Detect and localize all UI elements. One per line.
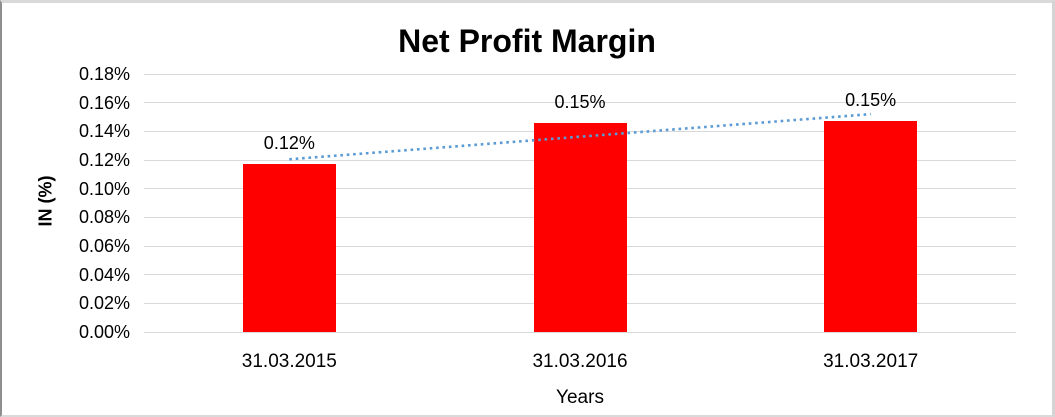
trendline — [289, 112, 871, 161]
plot-area — [144, 73, 1016, 333]
bar-value-label: 0.12% — [263, 133, 315, 154]
y-tick-label: 0.18% — [78, 64, 130, 84]
y-tick-label: 0.00% — [78, 322, 130, 342]
y-tick-label: 0.12% — [78, 150, 130, 170]
y-tick-label: 0.04% — [78, 264, 130, 285]
x-axis-title: Years — [556, 387, 604, 408]
y-tick-label: 0.02% — [78, 293, 130, 314]
y-tick-label: 0.08% — [78, 207, 130, 228]
bar-31.03.2015 — [242, 164, 336, 332]
x-tick-label: 31.03.2016 — [532, 351, 628, 372]
y-tick-label: 0.16% — [78, 92, 130, 113]
bar-value-label: 0.15% — [845, 90, 897, 111]
y-tick-label: 0.10% — [78, 178, 130, 199]
bar-value-label: 0.15% — [554, 91, 606, 112]
chart-title: Net Profit Margin — [398, 23, 656, 59]
y-tick-label: 0.14% — [78, 121, 130, 142]
gridline — [144, 331, 1016, 333]
x-tick-label: 31.03.2015 — [241, 351, 337, 372]
bar-31.03.2016 — [533, 122, 627, 332]
bar-31.03.2017 — [824, 121, 918, 332]
gridline — [144, 73, 1016, 75]
y-tick-label: 0.06% — [78, 236, 130, 256]
x-tick-label: 31.03.2017 — [823, 351, 919, 372]
gridline — [144, 102, 1016, 104]
